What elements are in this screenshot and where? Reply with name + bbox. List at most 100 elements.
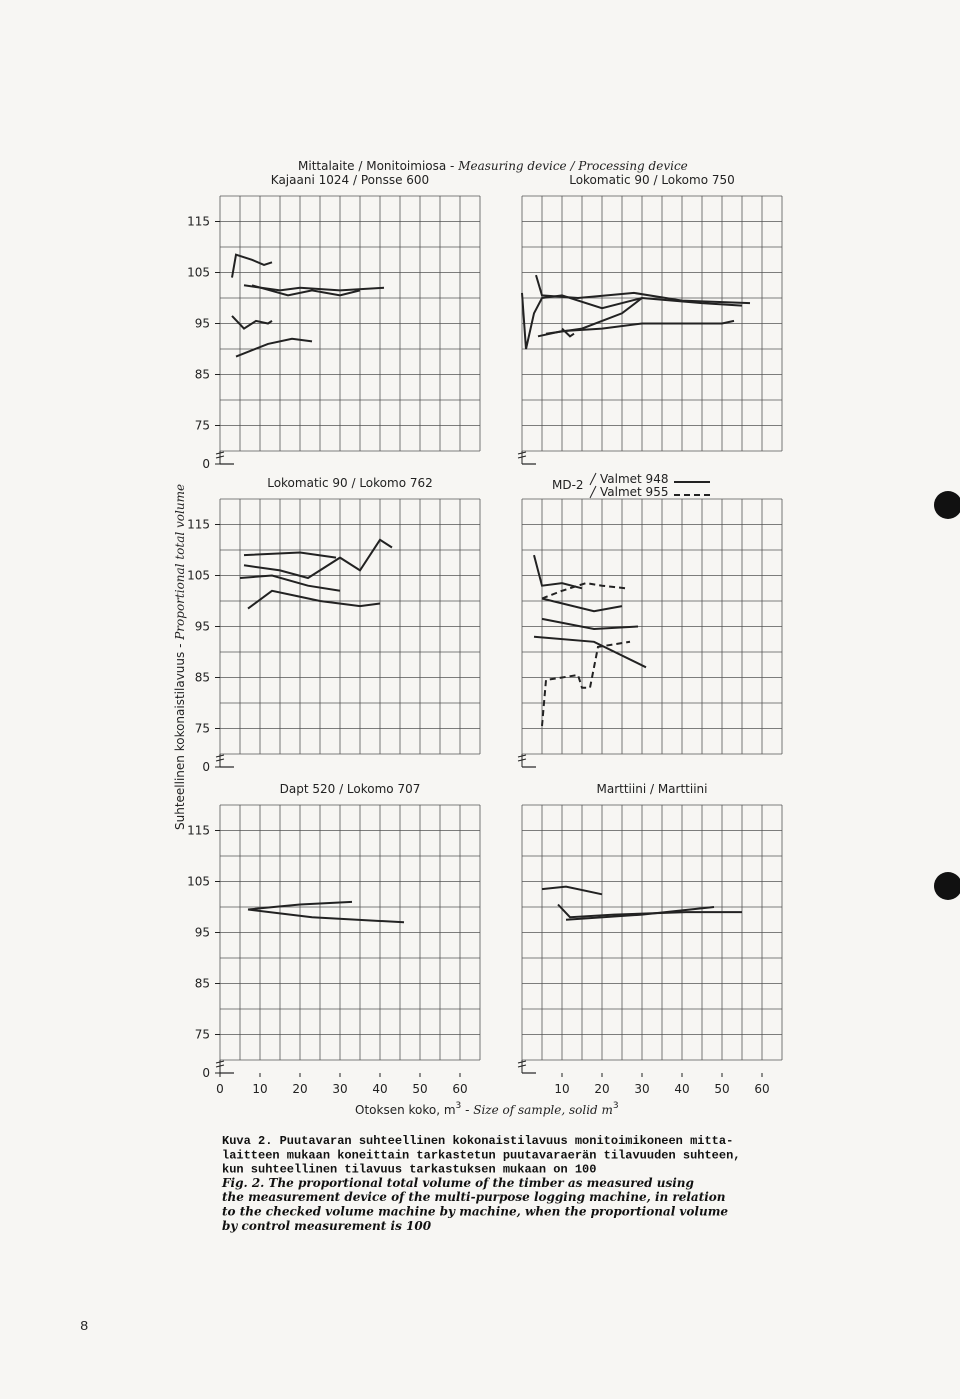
y-tick-label: 95 [195,926,210,940]
x-tick-label: 10 [252,1082,267,1096]
axis-break [517,451,527,459]
x-label-en: Size of sample, solid m [473,1103,613,1117]
x-tick-label: 50 [714,1082,729,1096]
data-line [243,284,385,292]
data-line [235,337,313,358]
data-line [521,292,743,350]
data-line [561,327,575,338]
x-tick-label: 50 [412,1082,427,1096]
data-line [557,903,742,919]
chart-title: Dapt 520 / Lokomo 707 [280,782,421,796]
data-line [541,885,603,896]
y-tick-label: 75 [195,419,210,433]
y-axis-label: Suhteellinen kokonaistilavuus - Proporti… [173,484,187,830]
caption-line: Fig. 2. The proportional total volume of… [221,1176,694,1190]
data-line [251,284,361,297]
y-tick-label: 75 [195,1028,210,1042]
x-tick-label: 20 [594,1082,609,1096]
legend-title: MD-2 [552,478,584,492]
y-tick-label: 115 [187,518,210,532]
x-label-fi: Otoksen koko, m [355,1103,456,1117]
page-number: 8 [80,1319,88,1335]
x-label-sup: 3 [613,1101,619,1111]
chart-title: Lokomatic 90 / Lokomo 750 [569,173,735,187]
y-tick-label: 85 [195,671,210,685]
legend-bracket [589,472,597,486]
punch-hole [934,491,960,519]
data-line [231,315,273,330]
x-tick-label: 60 [452,1082,467,1096]
figure-header: Mittalaite / Monitoimiosa - Measuring de… [298,159,688,173]
y-tick-label: 115 [187,824,210,838]
axis-break [517,1060,527,1068]
data-line [541,597,623,613]
caption-line: the measurement device of the multi-purp… [222,1190,726,1204]
y-tick-label: 105 [187,569,210,583]
y-tick-label: 75 [195,722,210,736]
legend-bracket [589,485,597,499]
y-tick-label: 95 [195,317,210,331]
y-tick-label: 105 [187,266,210,280]
x-tick-label: 30 [332,1082,347,1096]
data-line [565,906,715,921]
data-line [541,582,627,600]
x-tick-label: 20 [292,1082,307,1096]
data-line [247,908,405,924]
caption: Kuva 2. Puutavaran suhteellinen kokonais… [221,1134,740,1233]
data-line [541,617,639,631]
data-line [535,274,751,305]
legend-label: Valmet 955 [600,485,668,499]
punch-hole [934,872,960,900]
axis-break [517,754,527,762]
data-line [541,640,631,727]
caption-line: by control measurement is 100 [222,1219,432,1233]
y-label-fi: Suhteellinen kokonaistilavuus - [173,640,187,830]
header-en: Measuring device / Processing device [457,159,688,173]
axis-break [215,754,225,762]
panel: 0 75 85 95 105 115 Kajaani 1024 / Ponsse 600 [187,173,481,471]
axis-break [215,451,225,459]
x-label-dash: - [461,1103,473,1117]
data-line [243,538,393,580]
chart-title: Marttiini / Marttiini [597,782,708,796]
panel: 0 75 85 95 105 115 Lokomatic 90 / Lokomo 762 [187,476,481,774]
x-label-sup: 3 [456,1101,462,1111]
data-line [533,635,647,669]
data-line [247,900,353,911]
x-tick-label: 40 [674,1082,689,1096]
panel: 10 20 30 40 50 60 Marttiini / Marttiini [517,782,783,1096]
x-tick-label: 30 [634,1082,649,1096]
data-line [239,574,341,592]
header-fi: Mittalaite / Monitoimiosa - [298,159,458,173]
data-line [247,589,381,610]
chart-title: Kajaani 1024 / Ponsse 600 [271,173,429,187]
x-tick-label: 40 [372,1082,387,1096]
x-axis-label: Otoksen koko, m3 - Size of sample, solid… [355,1101,619,1117]
data-line [243,551,337,559]
y-tick-label: 0 [202,457,210,471]
x-tick-label: 10 [554,1082,569,1096]
legend-label: Valmet 948 [600,472,668,486]
axis-break [215,1060,225,1068]
caption-line: laitteen mukaan koneittain tarkastetun p… [222,1148,740,1162]
x-tick-label: 0 [216,1082,224,1096]
y-tick-label: 95 [195,620,210,634]
caption-line: kun suhteellinen tilavuus tarkastuksen m… [222,1163,596,1177]
chart-title: Lokomatic 90 / Lokomo 762 [267,476,433,490]
y-tick-label: 0 [202,760,210,774]
y-tick-label: 85 [195,368,210,382]
panel: Lokomatic 90 / Lokomo 750 [517,173,783,465]
y-label-en: Proportional total volume [173,484,187,641]
caption-line: to the checked volume machine by machine… [222,1205,728,1219]
y-tick-label: 105 [187,875,210,889]
y-tick-label: 115 [187,215,210,229]
x-tick-label: 60 [754,1082,769,1096]
caption-line: Kuva 2. Puutavaran suhteellinen kokonais… [222,1134,733,1148]
data-line [231,253,273,278]
y-tick-label: 0 [202,1066,210,1080]
data-line [533,554,583,590]
panel: 0 75 85 95 105 115 0 10 20 30 40 50 60 Dapt 520 / Lok… [187,782,481,1096]
y-tick-label: 85 [195,977,210,991]
